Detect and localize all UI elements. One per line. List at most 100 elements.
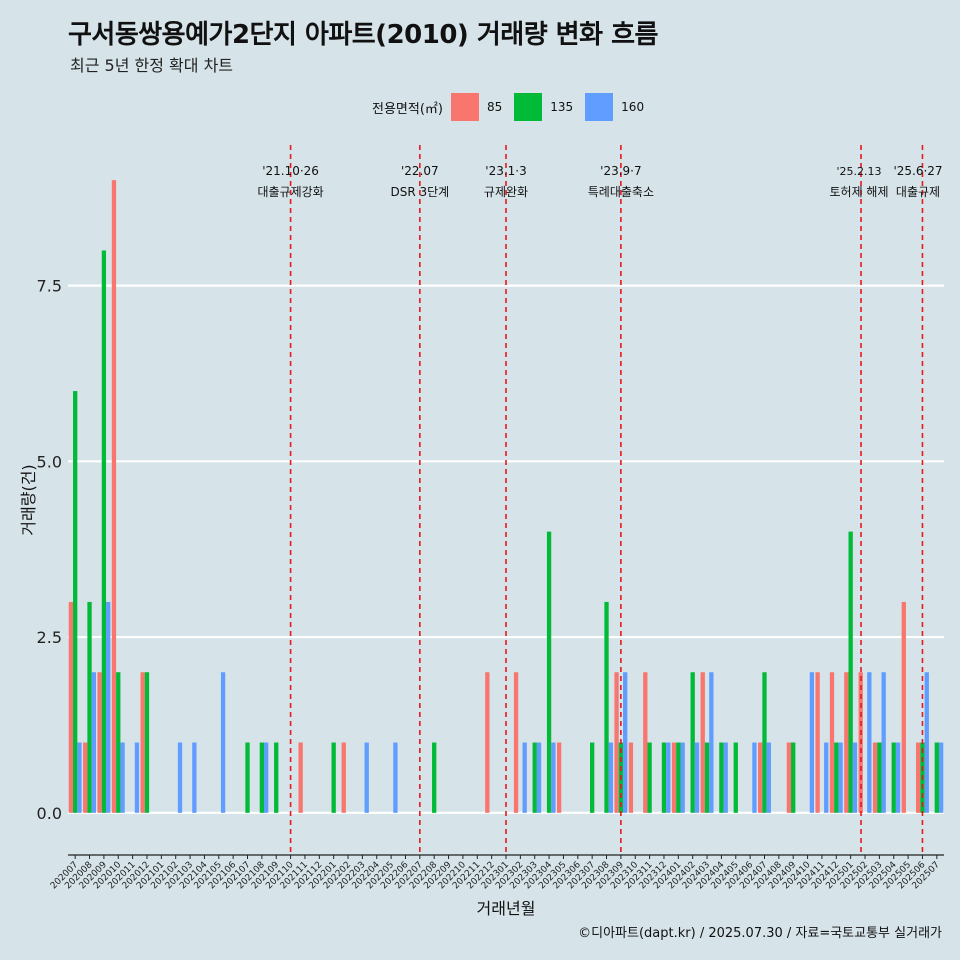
bar-160-202009 [106,601,111,813]
bar-85-202010 [111,180,117,813]
bar-85-202212 [485,672,490,813]
event-date: '25.6·27 [893,164,942,178]
bar-135-202308 [604,601,609,813]
bar-135-202307 [590,742,595,813]
legend: 전용면적(㎡) 85 135 160 [372,93,656,121]
bar-160-202103 [192,742,197,813]
bar-85-202008 [83,742,88,813]
y-tick-label: 5.0 [37,452,62,471]
bar-135-202407 [762,672,767,813]
chart-title: 구서동쌍용예가2단지 아파트(2010) 거래량 변화 흐름 [68,20,658,50]
bar-135-202010 [116,672,121,813]
bar-135-202007 [73,391,78,813]
legend-label-160: 160 [621,100,645,114]
bar-85-202309 [614,672,619,813]
bar-135-202503 [877,742,882,813]
bar-160-202401 [680,742,685,813]
legend-item-160: 160 [585,93,644,121]
y-axis-title: 거래량(건) [19,464,38,535]
bar-160-202506 [924,672,929,813]
bar-135-202409 [791,742,796,813]
bar-160-202404 [723,742,728,813]
event-date: '21.10·26 [262,164,319,178]
event-date: '22.07 [401,164,439,178]
bar-135-202402 [690,672,695,813]
bar-160-202407 [766,742,771,813]
bar-85-202012 [140,672,145,813]
bar-85-202302 [513,672,519,813]
event-markers: '21.10·26 대출규제강화 '22.07 DSR 3단계 '23.1·3 규제완화 '… [257,145,943,855]
bar-160-202402 [694,742,700,813]
legend-swatch-85 [450,93,479,121]
axes: 0.02.55.07.52020072020082020092020102020… [37,277,944,891]
legend-label-85: 85 [486,100,503,114]
bar-135-202304 [546,531,552,813]
bar-160-202102 [177,742,183,813]
event-label: 토허제 해제 [830,185,889,199]
bar-160-202406 [752,742,757,813]
bar-160-202303 [536,742,542,813]
bar-135-202201 [331,742,336,813]
bar-135-202405 [733,742,738,813]
bar-85-202501 [844,672,849,813]
bar-135-202403 [704,742,710,813]
bar-160-202312 [666,742,671,813]
bar-160-202205 [393,742,398,813]
bar-160-202403 [709,672,714,813]
bar-160-202108 [264,742,269,813]
legend-item-135: 135 [514,93,573,121]
event-date: '23.1·3 [485,164,526,178]
y-tick-label: 2.5 [37,628,62,647]
bar-85-202202 [341,742,346,813]
bar-135-202009 [101,250,107,813]
bar-160-202011 [134,742,140,813]
bar-85-202505 [901,601,906,813]
bar-135-202208 [432,742,437,813]
bar-85-202506 [915,742,921,813]
caption: ©디아파트(dapt.kr) / 2025.07.30 / 자료=국토교통부 실… [578,926,942,941]
bar-85-202311 [643,672,648,813]
bar-135-202504 [891,742,896,813]
bar-85-202007 [68,601,74,813]
bar-135-202108 [259,742,265,813]
bar-160-202501 [852,742,858,813]
bar-160-202007 [77,742,82,813]
legend-title: 전용면적(㎡) [372,101,443,117]
bar-135-202401 [676,742,681,813]
bar-85-202111 [298,742,303,813]
bar-85-202407 [758,742,763,813]
bar-160-202302 [522,742,527,813]
bar-160-202010 [120,742,125,813]
bar-135-202412 [834,742,839,813]
bar-135-202012 [144,672,150,813]
y-tick-label: 0.0 [37,804,62,823]
bar-85-202411 [815,672,820,813]
event-date: '23.9·7 [600,164,641,178]
bar-160-202410 [809,672,815,813]
bar-85-202403 [700,672,705,813]
bar-160-202507 [938,742,944,813]
y-tick-label: 7.5 [37,277,62,296]
chart-subtitle: 최근 5년 한정 확대 차트 [70,56,234,75]
event-label: 특례대출축소 [588,185,654,199]
event-label: 대출규제 [896,185,940,199]
bar-135-202404 [719,742,724,813]
bar-85-202409 [786,742,792,813]
bar-135-202008 [87,601,92,813]
bar-160-202504 [895,742,901,813]
bar-135-202501 [848,531,853,813]
event-label: DSR 3단계 [390,185,449,199]
bar-135-202507 [934,742,939,813]
bar-160-202309 [623,672,628,813]
bar-135-202107 [245,742,250,813]
bar-160-202008 [91,672,97,813]
bar-160-202411 [824,742,829,813]
bars [68,180,944,813]
bar-160-202203 [364,742,369,813]
bar-160-202412 [838,742,843,813]
bar-160-202308 [608,742,613,813]
bar-160-202105 [220,672,226,813]
legend-label-135: 135 [550,100,574,114]
legend-swatch-135 [514,93,543,121]
